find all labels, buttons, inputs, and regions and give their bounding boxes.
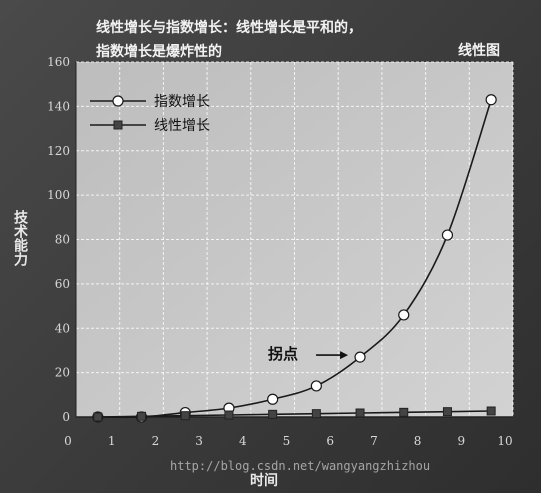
x-tick-label: 1 xyxy=(108,434,116,448)
x-tick-label: 9 xyxy=(457,434,465,448)
y-tick-label: 100 xyxy=(47,188,70,202)
legend-marker-circle xyxy=(112,95,124,107)
x-tick-label: 5 xyxy=(283,434,291,448)
legend-label: 指数增长 xyxy=(154,94,210,110)
y-tick-label: 120 xyxy=(47,144,70,158)
annotation-arrow-head xyxy=(340,351,349,360)
y-axis-title: 技术能力 xyxy=(12,210,28,266)
y-tick-label: 60 xyxy=(55,277,70,291)
x-tick-label: 7 xyxy=(370,434,378,448)
chart-heading: 线性增长与指数增长：线性增长是平和的， 指数增长是爆炸性的 xyxy=(96,16,456,64)
x-tick-label: 0 xyxy=(64,434,72,448)
data-point-exponential xyxy=(398,309,410,321)
y-tick-label: 80 xyxy=(55,233,70,247)
x-tick-label: 6 xyxy=(326,434,334,448)
y-axis-ticks: 0 20 40 60 80 100 120 140 160 xyxy=(47,55,70,424)
legend-marker-square xyxy=(113,120,123,130)
data-point-linear xyxy=(311,409,321,419)
y-tick-label: 160 xyxy=(47,55,70,69)
x-tick-label: 10 xyxy=(497,434,512,448)
x-tick-label: 3 xyxy=(195,434,203,448)
data-point-linear xyxy=(486,406,496,416)
grid-lines xyxy=(75,61,514,418)
x-axis-ticks: 0 1 2 3 4 5 6 7 8 9 10 xyxy=(64,434,512,448)
data-point-linear xyxy=(399,407,409,417)
annotation-label: 拐点 xyxy=(268,345,298,363)
watermark: http://blog.csdn.net/wangyangzhizhou xyxy=(170,459,431,473)
data-point-exponential xyxy=(485,94,497,106)
x-tick-label: 2 xyxy=(152,434,160,448)
data-point-exponential xyxy=(354,351,366,363)
y-tick-label: 140 xyxy=(47,99,70,113)
data-point-linear xyxy=(355,408,365,418)
heading-line-2: 指数增长是爆炸性的 xyxy=(96,44,222,60)
series-line-linear xyxy=(97,410,492,418)
data-point-linear xyxy=(224,410,234,420)
legend-label: 线性增长 xyxy=(154,118,210,134)
data-point-linear xyxy=(442,407,452,417)
y-tick-label: 40 xyxy=(55,321,70,335)
data-point-exponential xyxy=(267,393,279,405)
data-point-linear xyxy=(93,412,103,422)
chart-type-tag: 线性图 xyxy=(458,43,500,59)
series-line-exponential xyxy=(97,99,492,419)
x-tick-label: 4 xyxy=(239,434,247,448)
data-point-exponential xyxy=(310,380,322,392)
data-point-linear xyxy=(180,411,190,421)
y-tick-label: 0 xyxy=(62,410,70,424)
y-tick-label: 20 xyxy=(55,366,70,380)
x-tick-label: 8 xyxy=(414,434,422,448)
heading-line-1: 线性增长与指数增长：线性增长是平和的， xyxy=(96,20,362,36)
data-point-exponential xyxy=(441,229,454,241)
annotations: 拐点 xyxy=(268,345,349,363)
data-point-linear xyxy=(268,409,278,419)
series-group xyxy=(92,94,497,423)
data-point-linear xyxy=(137,411,147,421)
x-axis-title: 时间 xyxy=(250,473,278,489)
